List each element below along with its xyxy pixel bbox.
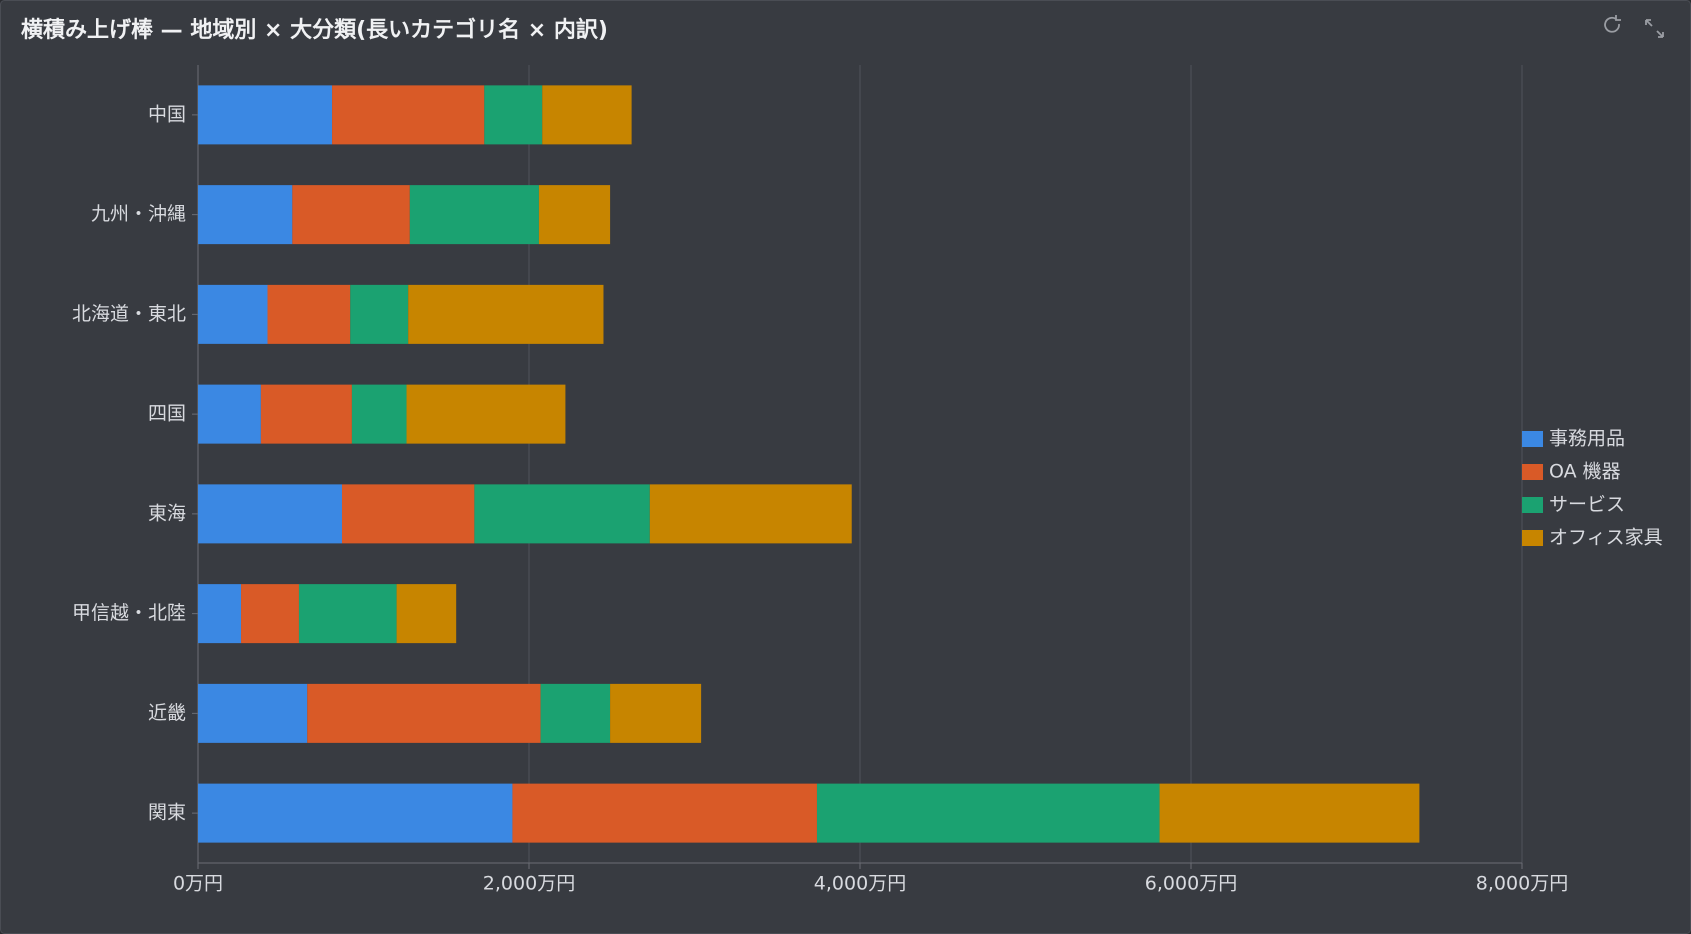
bar-segment <box>474 484 650 544</box>
bar-segment <box>1159 783 1420 843</box>
bar-segment <box>409 185 539 245</box>
bar-segment <box>198 384 261 444</box>
bar-segment <box>542 85 632 145</box>
y-tick-label: 北海道・東北 <box>72 303 186 325</box>
toolbar <box>1604 15 1664 38</box>
bar-segment <box>298 584 397 644</box>
y-tick-label: 甲信越・北陸 <box>72 602 186 624</box>
y-tick-label: 中国 <box>148 103 186 125</box>
legend-swatch <box>1522 431 1543 447</box>
legend-label: サービス <box>1549 494 1625 516</box>
bar-segment <box>649 484 852 544</box>
bar-segment <box>540 683 611 743</box>
bar-segment <box>241 584 299 644</box>
bar-segment <box>198 85 333 145</box>
x-tick-label: 0万円 <box>173 873 223 895</box>
bar-segment <box>350 284 409 344</box>
x-tick-label: 8,000万円 <box>1476 873 1568 895</box>
refresh-icon[interactable] <box>1604 15 1621 33</box>
bar-segment <box>538 185 611 245</box>
bar-segment <box>351 384 407 444</box>
legend-swatch <box>1522 530 1543 546</box>
bar-segment <box>198 783 513 843</box>
bar-segment <box>341 484 475 544</box>
y-tick-label: 東海 <box>148 502 186 524</box>
bar-segment <box>292 185 410 245</box>
legend-label: OA 機器 <box>1549 461 1621 483</box>
y-tick-label: 九州・沖縄 <box>91 203 186 225</box>
chart-title: 横積み上げ棒 — 地域別 × 大分類(長いカテゴリ名 × 内訳) <box>21 17 608 43</box>
legend-swatch <box>1522 464 1543 480</box>
x-tick-label: 6,000万円 <box>1145 873 1237 895</box>
bar-segment <box>198 584 242 644</box>
bar-segment <box>198 484 342 544</box>
y-tick-label: 近畿 <box>148 702 186 724</box>
bar-segment <box>198 185 293 245</box>
bar-segment <box>512 783 817 843</box>
expand-icon[interactable] <box>1645 19 1664 38</box>
bar-segment <box>610 683 702 743</box>
bar-segment <box>396 584 457 644</box>
bar-segment <box>332 85 485 145</box>
bar-segment <box>198 683 308 743</box>
x-tick-label: 2,000万円 <box>483 873 575 895</box>
legend-swatch <box>1522 497 1543 513</box>
bar-segment <box>406 384 566 444</box>
legend-label: オフィス家具 <box>1549 527 1663 549</box>
bar-segment <box>484 85 543 145</box>
y-tick-label: 四国 <box>148 403 186 425</box>
y-tick-label: 関東 <box>148 802 186 824</box>
x-tick-label: 4,000万円 <box>814 873 906 895</box>
legend-label: 事務用品 <box>1549 428 1625 450</box>
bar-segment <box>260 384 352 444</box>
bar-segment <box>267 284 351 344</box>
bar-segment <box>198 284 268 344</box>
bar-segment <box>307 683 541 743</box>
bar-segment <box>408 284 604 344</box>
bar-segment <box>816 783 1160 843</box>
